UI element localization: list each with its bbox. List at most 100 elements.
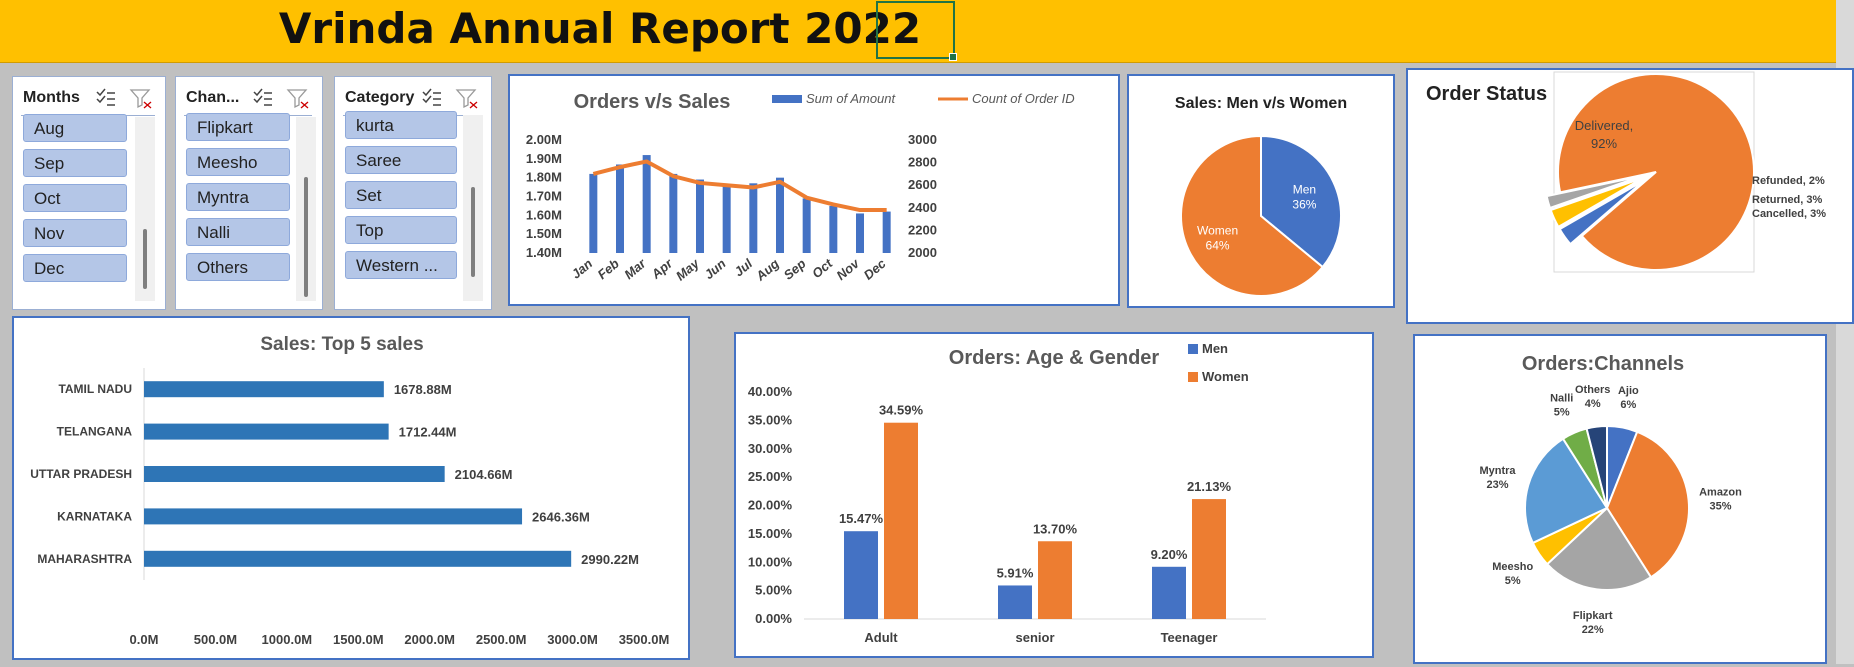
age-gender-panel[interactable]: Orders: Age & Gender Men Women 0.00% 5.00% 10…	[734, 332, 1374, 658]
bar	[882, 211, 891, 253]
slicer-item[interactable]: Nov	[23, 219, 127, 247]
order-status-panel[interactable]: Order Status Delivered, 92% Refunded, 2% Ret…	[1406, 68, 1854, 324]
data-label: 13.70%	[1033, 521, 1078, 536]
data-label: 9.20%	[1151, 547, 1188, 562]
slicer-category[interactable]: Category kurta Saree Set Top Western ...	[334, 76, 492, 310]
y-tick-label: MAHARASHTRA	[37, 552, 132, 566]
selected-cell[interactable]	[876, 1, 957, 61]
y-tick-label: 30.00%	[748, 441, 793, 456]
multi-select-icon[interactable]	[252, 87, 312, 109]
x-tick-label: senior	[1015, 630, 1054, 645]
slice-label: Delivered,	[1575, 118, 1634, 133]
legend-swatch	[1188, 344, 1198, 354]
slicer-item[interactable]: Western ...	[345, 251, 457, 279]
scroll-thumb[interactable]	[304, 177, 308, 297]
slice-value: 23%	[1487, 479, 1509, 491]
channels-chart: Orders:Channels Ajio 6% Amazon 35% Flipkart 22…	[1479, 353, 1742, 636]
bar	[884, 422, 918, 619]
slicer-item[interactable]: Flipkart	[186, 113, 290, 141]
fill-handle[interactable]	[949, 53, 957, 61]
x-tick-label: Adult	[864, 630, 898, 645]
chart-title: Order Status	[1426, 83, 1547, 105]
bar	[1038, 541, 1072, 619]
slice-value: 5%	[1505, 575, 1521, 587]
y-tick-label: 2.00M	[526, 132, 562, 147]
y2-tick-label: 2400	[908, 200, 937, 215]
chart-title: Orders:Channels	[1522, 353, 1684, 375]
slicer-item[interactable]: Nalli	[186, 218, 290, 246]
multi-select-icon[interactable]	[421, 87, 481, 109]
x-tick-label: Mar	[621, 255, 649, 282]
y2-tick-label: 2600	[908, 177, 937, 192]
y-tick-label: 1.70M	[526, 189, 562, 204]
slicer-item[interactable]: Dec	[23, 254, 127, 282]
y-tick-label: 25.00%	[748, 469, 793, 484]
slicer-months-icons	[95, 87, 155, 109]
slice-value: 64%	[1206, 238, 1230, 252]
multi-select-icon[interactable]	[95, 87, 155, 109]
orders-vs-sales-panel[interactable]: Orders v/s Sales Sum of Amount Count of Or…	[508, 74, 1120, 306]
slicer-scrollbar[interactable]	[296, 117, 316, 301]
slice-label: Ajio	[1618, 385, 1639, 397]
slicer-item[interactable]: Meesho	[186, 148, 290, 176]
x-tick-label: Aug	[752, 256, 782, 284]
y-tick-label: 1.90M	[526, 151, 562, 166]
slicer-item[interactable]: Others	[186, 253, 290, 281]
slicer-item[interactable]: kurta	[345, 111, 457, 139]
slicer-item[interactable]: Saree	[345, 146, 457, 174]
slice-label: Nalli	[1550, 392, 1573, 404]
slicer-item[interactable]: Myntra	[186, 183, 290, 211]
slice-label: Meesho	[1492, 561, 1533, 573]
slicer-scrollbar[interactable]	[463, 115, 483, 301]
x-tick-label: Sep	[781, 256, 809, 283]
slicer-scrollbar[interactable]	[135, 117, 155, 301]
slice-value: 5%	[1554, 406, 1570, 418]
report-title: Vrinda Annual Report 2022	[278, 4, 922, 53]
slicer-item[interactable]: Aug	[23, 114, 127, 142]
x-tick-label: 3500.0M	[619, 632, 670, 647]
slicer-item[interactable]: Sep	[23, 149, 127, 177]
x-tick-label: 1000.0M	[262, 632, 313, 647]
scroll-thumb[interactable]	[143, 229, 147, 289]
y2-tick-label: 2800	[908, 155, 937, 170]
pie-slice	[1545, 174, 1643, 210]
slicer-item[interactable]: Set	[345, 181, 457, 209]
y-tick-label: 1.60M	[526, 207, 562, 222]
slicer-item[interactable]: Top	[345, 216, 457, 244]
data-label: 5.91%	[997, 565, 1034, 580]
bar	[669, 173, 678, 253]
y-tick-label: TELANGANA	[57, 425, 133, 439]
top5-sales-panel[interactable]: Sales: Top 5 sales TAMIL NADU 1678.88M TELA…	[12, 316, 690, 660]
legend-label: Women	[1202, 369, 1249, 384]
slicer-item[interactable]: Oct	[23, 184, 127, 212]
x-tick-label: Apr	[648, 255, 676, 282]
x-tick-label: Oct	[809, 255, 836, 281]
scroll-thumb[interactable]	[471, 187, 475, 277]
bar	[696, 179, 704, 253]
y-tick-label: KARNATAKA	[57, 509, 132, 523]
y2-tick-label: 2200	[908, 222, 937, 237]
data-label: 15.47%	[839, 511, 884, 526]
chart-title: Orders: Age & Gender	[949, 347, 1160, 369]
age-gender-chart: Orders: Age & Gender Men Women 0.00% 5.00% 10…	[748, 341, 1266, 645]
data-label: 2990.22M	[581, 552, 639, 567]
bar	[722, 185, 731, 253]
bar	[829, 205, 838, 253]
legend-label: Sum of Amount	[806, 91, 897, 106]
y-tick-label: 1.50M	[526, 226, 562, 241]
slicer-category-header: Category	[345, 89, 415, 106]
slice-label: Women	[1197, 223, 1238, 237]
slicer-channels[interactable]: Chan... Flipkart Meesho Myntra Nalli Oth…	[175, 76, 323, 310]
y-tick-label: 15.00%	[748, 526, 793, 541]
slice-label: Refunded, 2%	[1752, 175, 1825, 187]
x-tick-label: 3000.0M	[547, 632, 598, 647]
data-label: 2104.66M	[455, 467, 513, 482]
slicer-months-header: Months	[23, 89, 80, 106]
data-label: 34.59%	[879, 403, 924, 418]
channels-panel[interactable]: Orders:Channels Ajio 6% Amazon 35% Flipkart 22…	[1413, 334, 1827, 664]
slicer-months[interactable]: Months Aug Sep Oct Nov Dec	[12, 76, 166, 310]
slice-label: Cancelled, 3%	[1752, 208, 1826, 220]
men-women-panel[interactable]: Sales: Men v/s Women Men 36% Women 64%	[1127, 74, 1395, 308]
bar	[144, 508, 523, 525]
orders-vs-sales-chart: Orders v/s Sales Sum of Amount Count of Or…	[526, 91, 1075, 284]
